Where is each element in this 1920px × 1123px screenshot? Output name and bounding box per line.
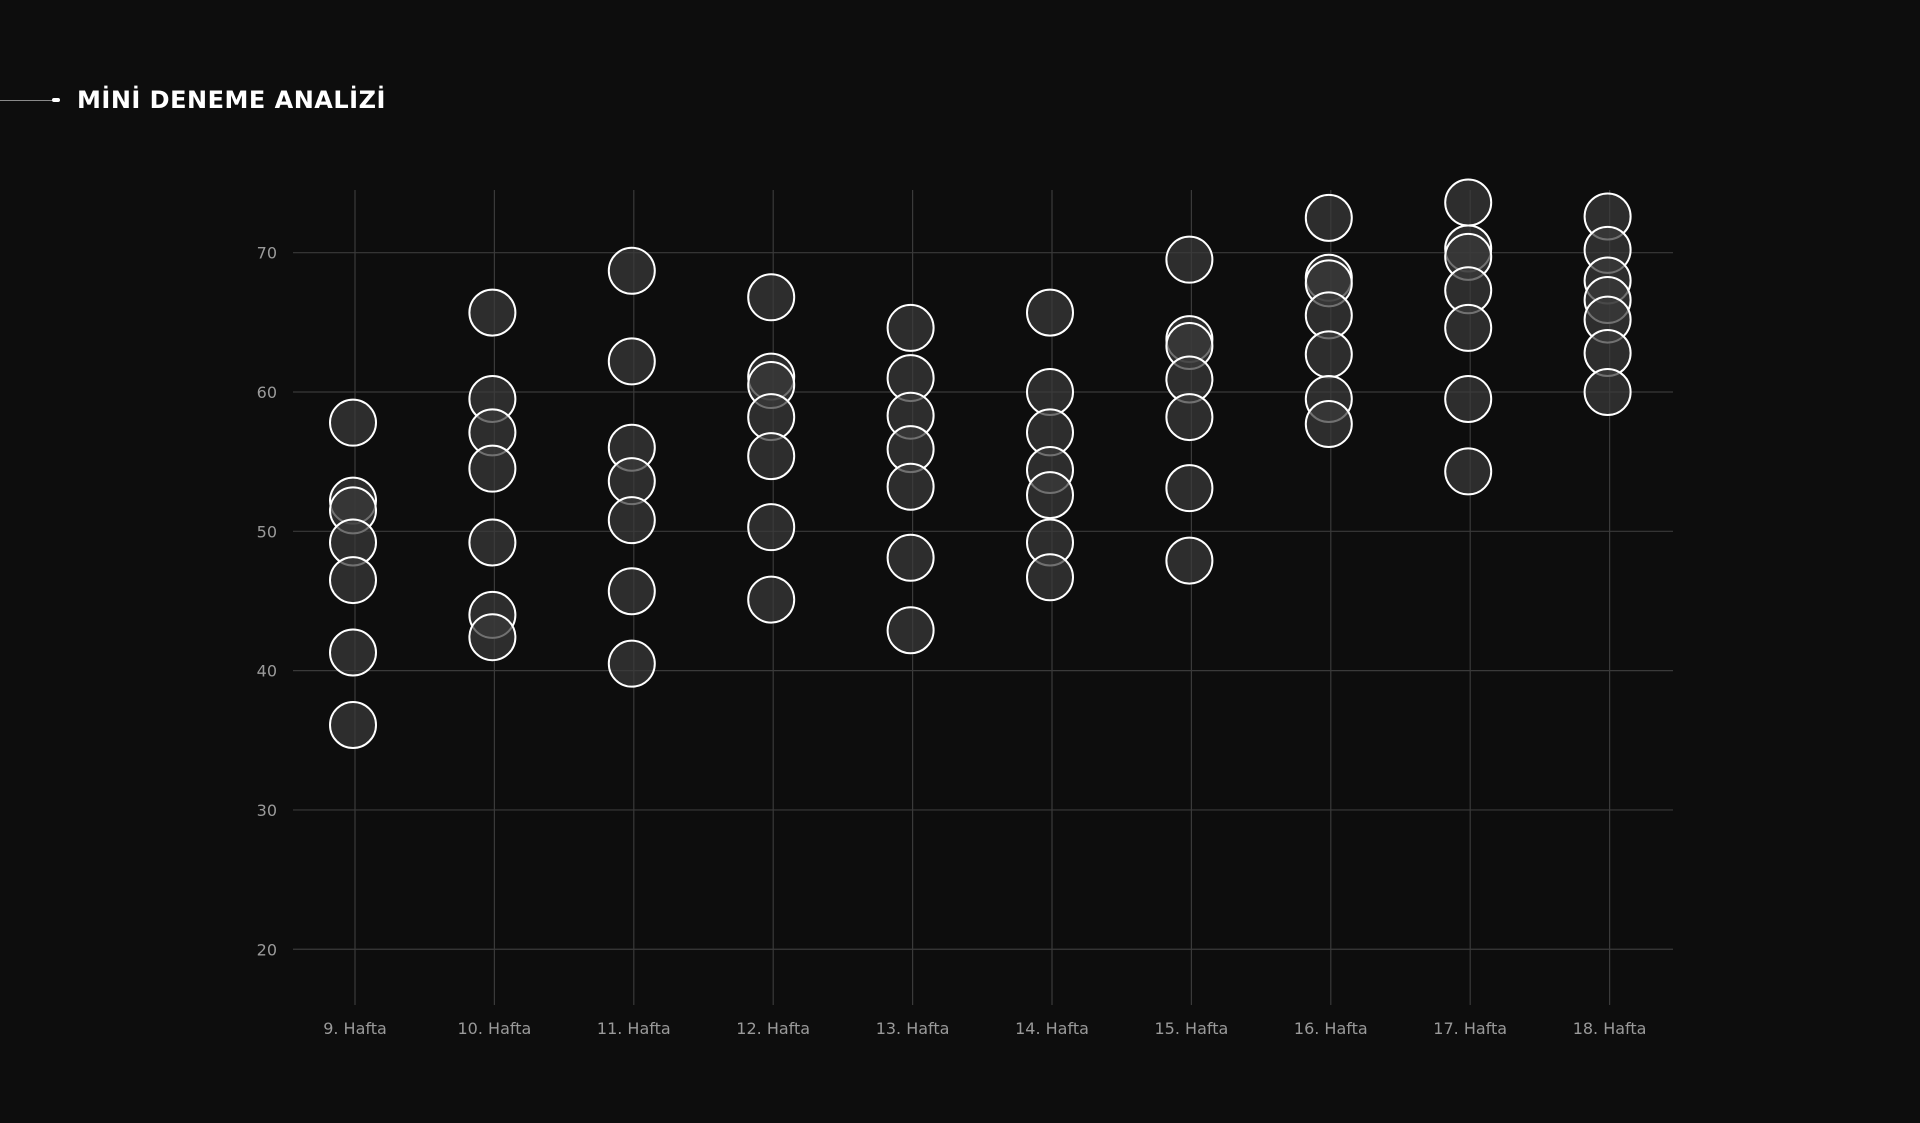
data-point (329, 700, 377, 749)
data-point (886, 606, 935, 655)
data-point (747, 503, 796, 552)
data-point (1165, 235, 1214, 284)
data-point (1165, 464, 1214, 513)
y-tick-label: 20 (257, 940, 277, 959)
data-point (1165, 536, 1214, 585)
y-tick-label: 40 (257, 662, 277, 681)
x-tick-label: 14. Hafta (1015, 1019, 1089, 1038)
x-tick-label: 17. Hafta (1433, 1019, 1507, 1038)
y-tick-label: 70 (257, 244, 277, 263)
y-tick-label: 50 (257, 522, 277, 541)
title-decor-dot (52, 98, 60, 102)
x-tick-label: 11. Hafta (597, 1019, 671, 1038)
x-tick-label: 16. Hafta (1294, 1019, 1368, 1038)
data-point (747, 432, 796, 481)
data-point (1026, 553, 1074, 602)
data-point (607, 337, 656, 386)
data-point (747, 575, 796, 624)
data-point (886, 462, 935, 511)
data-point (329, 556, 377, 605)
data-point (1444, 178, 1493, 227)
data-point (607, 246, 656, 295)
data-point (607, 567, 656, 616)
x-tick-label: 18. Hafta (1573, 1019, 1647, 1038)
data-point (886, 303, 935, 352)
data-point (329, 628, 377, 677)
data-point (1026, 368, 1074, 417)
x-tick-label: 12. Hafta (736, 1019, 810, 1038)
data-point (886, 533, 935, 582)
data-point (1444, 447, 1493, 496)
x-tick-label: 15. Hafta (1155, 1019, 1229, 1038)
x-tick-label: 9. Hafta (323, 1019, 387, 1038)
data-point (747, 273, 796, 322)
data-point (1026, 471, 1074, 520)
data-point (1444, 374, 1493, 423)
data-point (607, 496, 656, 545)
data-point (1165, 393, 1214, 442)
data-point (1026, 288, 1074, 337)
title-block: MİNİ DENEME ANALİZİ (0, 80, 386, 120)
data-point (468, 613, 517, 662)
x-tick-label: 13. Hafta (876, 1019, 950, 1038)
data-point (1304, 193, 1353, 242)
data-point (607, 639, 656, 688)
title-decor-line (0, 99, 52, 101)
data-point (468, 288, 517, 337)
page-title: MİNİ DENEME ANALİZİ (77, 86, 386, 114)
x-tick-label: 10. Hafta (458, 1019, 532, 1038)
data-point (468, 518, 517, 567)
data-point (1304, 330, 1353, 379)
data-point (468, 444, 517, 493)
data-point (1444, 303, 1493, 352)
data-point (329, 398, 377, 447)
data-point (1583, 368, 1632, 417)
y-tick-label: 30 (257, 801, 277, 820)
data-point (1304, 400, 1353, 449)
y-tick-label: 60 (257, 383, 277, 402)
